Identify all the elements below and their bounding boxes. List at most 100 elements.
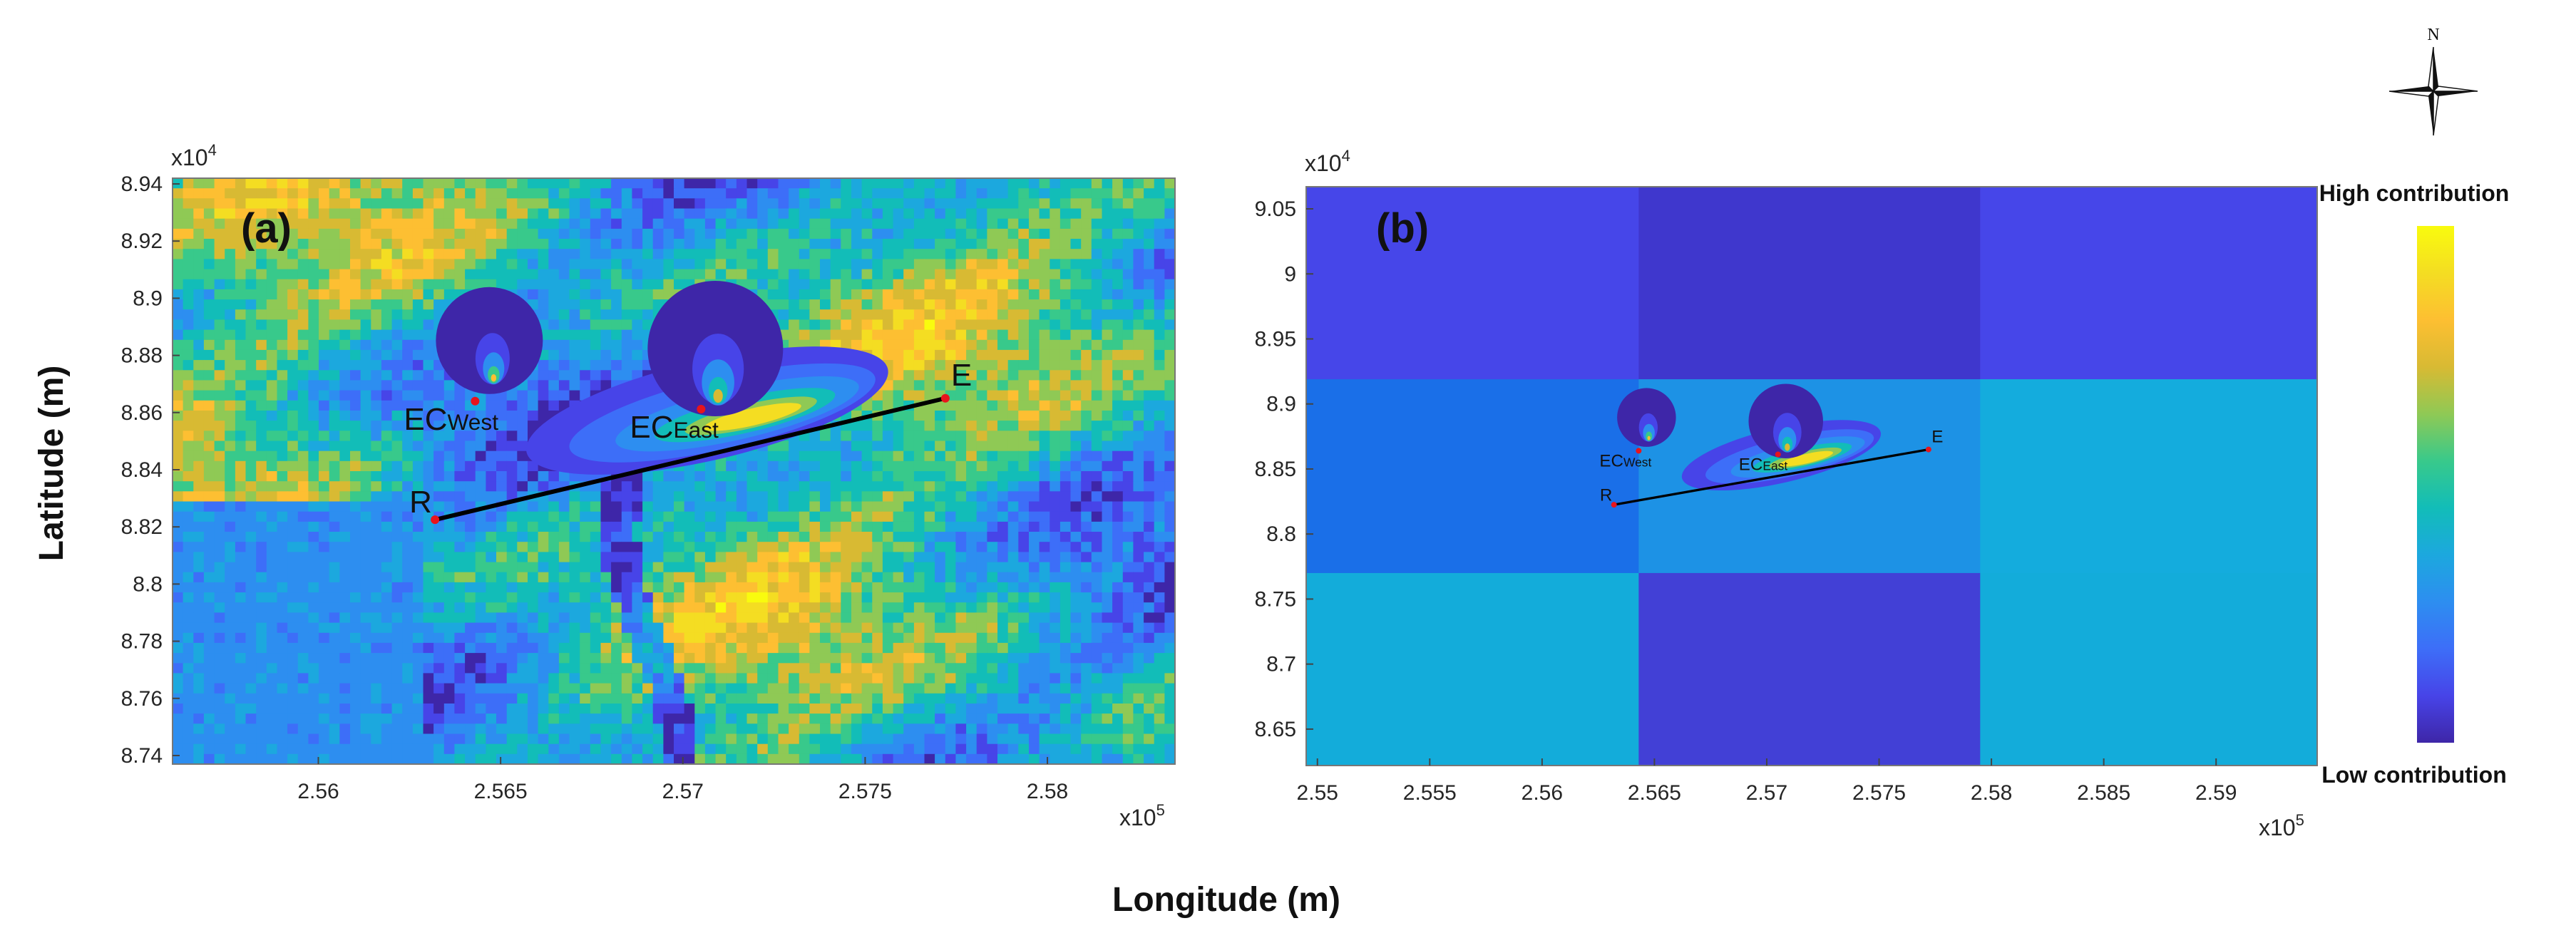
panel-a-heat-cell: [1091, 653, 1102, 664]
panel-a-heat-cell: [548, 259, 560, 270]
panel-a-heat-cell: [778, 450, 789, 462]
panel-a-heat-cell: [1039, 279, 1050, 290]
panel-a-heat-cell: [1091, 360, 1102, 371]
panel-a-heat-cell: [412, 370, 424, 381]
panel-a-heat-cell: [820, 592, 831, 603]
panel-a-heat-cell: [704, 582, 717, 593]
panel-a-heat-cell: [235, 411, 247, 421]
panel-a-heat-cell: [830, 239, 841, 249]
panel-a-heat-cell: [987, 289, 998, 300]
panel-a-heat-cell: [1007, 188, 1019, 199]
panel-a-heat-cell: [569, 380, 580, 391]
panel-a-heat-cell: [1029, 349, 1040, 361]
panel-a-heat-cell: [674, 228, 685, 239]
panel-a-heat-cell: [809, 450, 821, 462]
panel-a-heat-cell: [538, 380, 549, 391]
panel-a-heat-cell: [558, 349, 570, 361]
panel-a-heat-cell: [757, 491, 769, 503]
panel-a-heat-cell: [684, 562, 695, 573]
panel-a-heat-cell: [277, 491, 288, 503]
panel-a-heat-cell: [319, 279, 330, 290]
panel-a-heat-cell: [235, 683, 247, 694]
panel-a-heat-cell: [297, 279, 309, 290]
panel-a-heat-cell: [183, 511, 194, 522]
panel-a-heat-cell: [674, 562, 685, 573]
panel-a-heat-cell: [350, 642, 361, 654]
panel-a-heat-cell: [569, 390, 580, 401]
panel-a-heat-cell: [1164, 481, 1175, 492]
panel-a-heat-cell: [381, 178, 393, 189]
panel-a-heat-cell: [423, 259, 434, 270]
panel-a-heat-cell: [851, 511, 863, 522]
panel-a-heat-cell: [225, 653, 236, 664]
panel-a-heat-cell: [580, 632, 591, 644]
panel-a-heat-cell: [1154, 552, 1165, 563]
panel-a-heat-cell: [778, 239, 789, 249]
panel-a-heat-cell: [558, 612, 570, 624]
panel-a-heat-cell: [694, 228, 706, 239]
panel-a-heat-cell: [569, 511, 580, 522]
panel-a-heat-cell: [1091, 592, 1102, 603]
panel-a-heat-cell: [611, 178, 622, 189]
panel-a-heat-cell: [851, 552, 863, 563]
panel-a-heat-cell: [475, 228, 486, 239]
panel-a-heat-cell: [412, 390, 424, 401]
panel-a-heat-cell: [538, 218, 549, 230]
panel-a-heat-cell: [245, 228, 257, 239]
panel-a-heat-cell: [308, 450, 319, 462]
panel-a-heat-cell: [558, 289, 570, 300]
panel-a-heat-cell: [1070, 329, 1082, 341]
panel-a-heat-cell: [214, 349, 225, 361]
panel-a-heat-cell: [799, 602, 810, 613]
panel-a-heat-cell: [360, 521, 371, 532]
panel-a-heat-cell: [297, 491, 309, 503]
panel-a-heat-cell: [704, 542, 717, 552]
panel-a-heat-cell: [966, 218, 977, 230]
panel-a-heat-cell: [590, 663, 601, 674]
panel-a-heat-cell: [569, 329, 580, 341]
panel-a-heat-cell: [841, 309, 852, 320]
panel-a-heat-cell: [1102, 460, 1113, 472]
panel-a-heat-cell: [945, 431, 956, 442]
panel-a-heat-cell: [1154, 481, 1165, 492]
panel-a-heat-cell: [580, 592, 591, 603]
panel-a-heat-cell: [590, 289, 601, 300]
panel-a-heat-cell: [443, 269, 455, 280]
panel-a-heat-cell: [266, 632, 277, 644]
panel-a-heat-cell: [443, 380, 455, 391]
panel-a-heat-cell: [976, 259, 987, 270]
panel-a-heat-cell: [861, 279, 873, 290]
panel-a-heat-cell: [266, 188, 277, 199]
panel-a-heat-cell: [528, 289, 539, 300]
panel-a-heat-cell: [945, 411, 956, 421]
panel-a-heat-cell: [297, 460, 309, 472]
panel-a-heat-cell: [360, 632, 371, 644]
panel-a-heat-cell: [214, 501, 225, 512]
panel-a-heat-cell: [861, 228, 873, 239]
panel-a-heat-cell: [319, 612, 330, 624]
panel-a-heat-cell: [694, 642, 706, 654]
panel-a-heat-cell: [329, 319, 340, 331]
panel-a-heat-cell: [861, 653, 873, 664]
panel-a-heat-cell: [287, 511, 299, 522]
panel-a-heat-cell: [402, 188, 414, 199]
panel-a-heat-cell: [913, 431, 925, 442]
panel-a-heat-cell: [809, 279, 821, 290]
panel-a-heat-cell: [1144, 380, 1155, 391]
panel-a-heat-cell: [528, 390, 539, 401]
panel-a-heat-cell: [1081, 622, 1092, 634]
panel-a-heat-cell: [1070, 178, 1082, 189]
panel-a-heat-cell: [1091, 572, 1102, 583]
panel-a-heat-cell: [913, 460, 925, 472]
panel-a-heat-cell: [308, 471, 319, 482]
panel-a-heat-cell: [1070, 269, 1082, 280]
panel-a-heat-cell: [339, 431, 351, 442]
panel-a-heat-cell: [1122, 592, 1134, 603]
panel-a-heat-cell: [778, 683, 789, 694]
panel-a-heat-cell: [183, 562, 194, 573]
panel-a-heat-cell: [548, 663, 560, 674]
panel-a-heat-cell: [903, 663, 915, 674]
panel-a-heat-cell: [1144, 673, 1155, 684]
panel-a-heat-cell: [1122, 501, 1134, 512]
panel-a-heat-cell: [913, 208, 925, 220]
